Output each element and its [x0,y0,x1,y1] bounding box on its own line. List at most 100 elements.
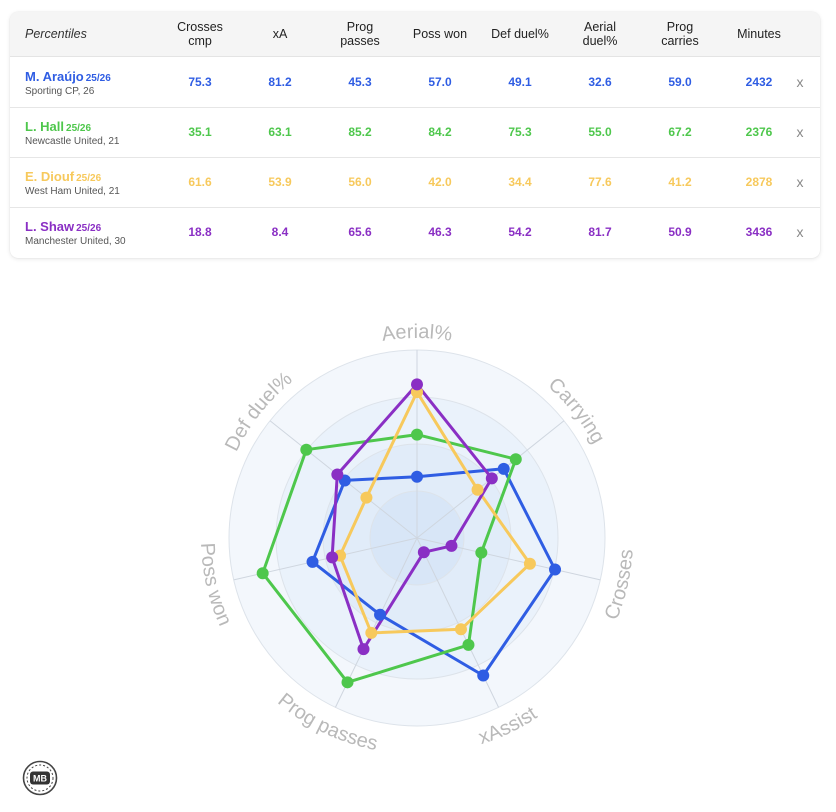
table-cell: 53.9 [268,175,292,189]
player-season: 25/26 [76,173,102,184]
column-header[interactable]: xA [240,12,320,56]
table-cell: 2878 [745,175,773,189]
radar-series-line [330,382,494,651]
table-cell: 34.4 [508,175,532,189]
column-header-line: cmp [188,34,212,48]
svg-text:MB: MB [33,774,47,784]
table-cell: 59.0 [668,75,692,89]
column-header-line: passes [340,34,380,48]
table-cell: 3436 [745,225,773,239]
remove-player-button[interactable]: x [796,74,804,90]
radar-point [374,608,387,621]
player-season: 25/26 [76,223,102,234]
radar-point [411,378,423,391]
column-header[interactable]: Prog carries [640,12,720,56]
player-name[interactable]: M. Araújo 25/26 [25,69,111,84]
radar-point [509,453,522,466]
radar-point [357,643,370,656]
table-cell: 85.2 [348,125,372,139]
player-season: 25/26 [66,123,92,134]
player-name-text: M. Araújo [25,69,84,84]
radar-point [477,669,490,682]
remove-player-button[interactable]: x [796,124,804,140]
radar-point [411,428,423,441]
table-cell: 81.2 [268,75,292,89]
table-cell: 35.1 [188,125,212,139]
radar-series-line [311,467,557,677]
radar-axis-label-text: Aerial% [380,321,453,346]
table-cell: 49.1 [508,75,532,89]
table-cell: 75.3 [508,125,532,139]
table-cell: 67.2 [668,125,692,139]
radar-point [497,462,510,475]
header-percentiles: Percentiles [25,27,87,41]
table-cell: 41.2 [668,175,692,189]
table-cell: 50.9 [668,225,692,239]
table-row: E. Diouf 25/26 West Ham United, 21 61.6 53.9… [10,157,820,208]
radar-point [326,551,339,564]
radar-point [411,470,423,483]
column-header-line: Def duel% [491,27,549,41]
table-row: L. Shaw 25/26 Manchester United, 30 18.8 8.4… [10,207,820,257]
radar-series-line [338,390,532,635]
column-header-line: Poss won [412,27,468,41]
remove-player-button[interactable]: x [796,174,804,190]
radar-axis-label: Crosses [601,548,638,622]
column-header[interactable]: Prog passes [320,12,400,56]
radar-point [523,557,536,570]
percentiles-table: Percentiles Crosses cmp xA Prog passes Poss wo… [10,12,820,258]
radar-point [417,546,430,559]
player-name-text: L. Hall [25,119,65,134]
radar-point [549,563,562,576]
column-header-line: Minutes [737,27,781,41]
table-cell: 18.8 [188,225,212,239]
table-cell: 61.6 [188,175,212,189]
table-cell: 2432 [745,75,773,89]
player-club: West Ham United, 21 [25,186,120,197]
table-cell: 77.6 [588,175,612,189]
column-header-line: Prog [346,20,374,34]
column-header-line: Prog [666,20,694,34]
column-header[interactable]: Poss won [400,12,480,56]
table-cell: 75.3 [188,75,212,89]
table-cell: 57.0 [428,75,452,89]
radar-point [445,539,458,552]
radar-point [475,546,488,559]
column-header-line: Aerial [584,20,616,34]
radar-point [331,468,344,481]
table-row: L. Hall 25/26 Newcastle United, 21 35.1 63.1… [10,107,820,158]
player-name[interactable]: E. Diouf 25/26 [25,169,101,184]
column-header[interactable]: Minutes [719,12,799,56]
radar-point [341,676,354,689]
player-name[interactable]: L. Shaw 25/26 [25,219,101,234]
table-cell: 45.3 [348,75,372,89]
radar-point [365,626,378,639]
table-cell: 42.0 [428,175,452,189]
table-row: M. Araújo 25/26 Sporting CP, 26 75.3 81.2 45.… [10,57,820,108]
radar-point [454,623,467,636]
table-cell: 84.2 [428,125,452,139]
remove-player-button[interactable]: x [796,224,804,240]
radar-point [471,483,484,496]
player-club: Newcastle United, 21 [25,136,120,147]
table-header: Percentiles Crosses cmp xA Prog passes Poss wo… [10,12,820,57]
player-name[interactable]: L. Hall 25/26 [25,119,91,134]
column-header-line: duel% [582,34,618,48]
table-cell: 63.1 [268,125,292,139]
column-header[interactable]: Def duel% [480,12,560,56]
column-header-line: carries [661,34,699,48]
player-name-text: L. Shaw [25,219,75,234]
player-name-text: E. Diouf [25,169,75,184]
radar-point [485,472,498,485]
column-header[interactable]: Crosses cmp [160,12,240,56]
column-header-line: xA [272,27,288,41]
radar-point [300,443,313,456]
player-season: 25/26 [85,73,111,84]
table-cell: 55.0 [588,125,612,139]
column-header[interactable]: Aerial duel% [560,12,640,56]
logo-icon: MB [22,760,58,796]
radar-point [306,555,319,568]
radar-point [256,567,269,580]
table-cell: 81.7 [588,225,612,239]
